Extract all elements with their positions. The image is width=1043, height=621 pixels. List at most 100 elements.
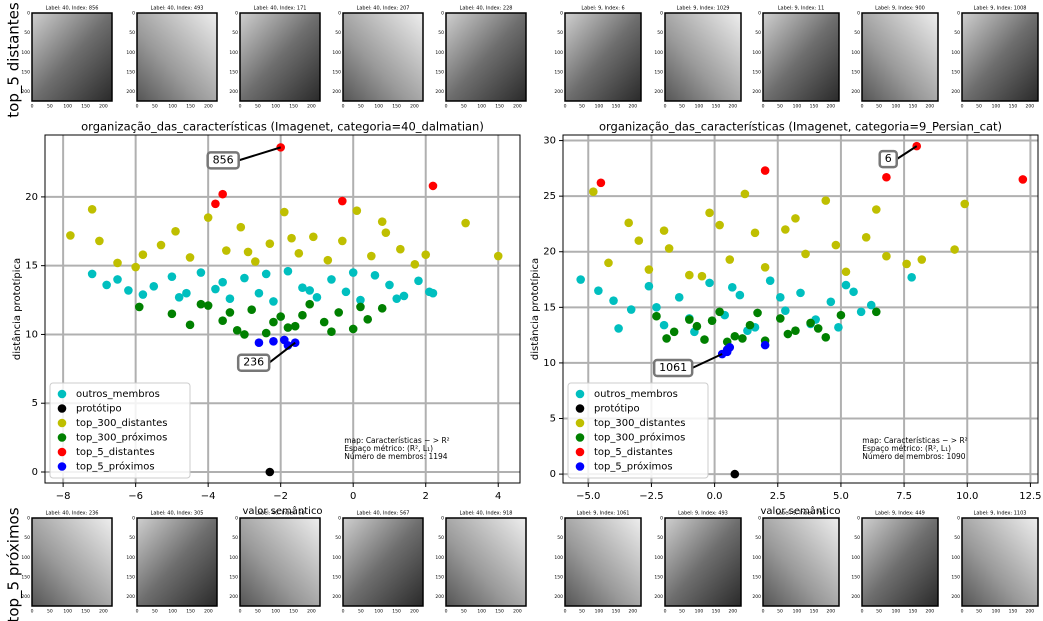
thumb-x-tick: 0 [564, 104, 567, 110]
thumb-y-tick: 50 [335, 535, 341, 541]
image-title: Label: 9, Index: 1029 [677, 6, 730, 12]
data-point [287, 234, 296, 243]
thumb-y-tick: 0 [235, 516, 238, 522]
thumb-y-tick: 200 [21, 594, 30, 600]
data-point [827, 297, 836, 306]
thumb-x-tick: 0 [664, 104, 667, 110]
data-point [414, 277, 423, 286]
thumb-x-tick: 100 [992, 104, 1001, 110]
data-point [576, 275, 585, 284]
annotation-arrow [692, 354, 722, 368]
thumb-y-tick: 50 [232, 30, 238, 36]
thumb-x-tick: 200 [1026, 609, 1035, 615]
thumb-x-tick: 0 [342, 609, 345, 615]
data-point [670, 327, 679, 336]
data-point [675, 293, 684, 302]
image-title: Label: 40, Index: 236 [46, 511, 99, 517]
data-point [233, 326, 242, 335]
data-point [342, 288, 351, 297]
thumb-y-tick: 100 [554, 555, 563, 561]
data-point [698, 272, 707, 281]
thumb-x-tick: 200 [1026, 104, 1035, 110]
data-point [660, 321, 669, 330]
data-point [255, 289, 264, 298]
thumb-x-tick: 100 [892, 104, 901, 110]
thumb-x-tick: 150 [289, 104, 298, 110]
data-point [801, 250, 810, 259]
data-point [842, 267, 851, 276]
data-point [736, 291, 745, 300]
data-point [385, 281, 394, 290]
data-point [382, 228, 391, 237]
thumbnail-image [565, 13, 641, 101]
thumb-x-tick: 150 [81, 609, 90, 615]
thumb-x-tick: 100 [695, 104, 704, 110]
data-point [262, 270, 271, 279]
thumb-y-tick: 50 [557, 535, 563, 541]
x-tick-label: −8 [56, 491, 71, 502]
thumb-y-tick: 50 [954, 535, 960, 541]
image-title: Label: 40, Index: 228 [460, 6, 513, 12]
thumb-y-tick: 150 [851, 69, 860, 75]
thumb-x-tick: 50 [777, 104, 783, 110]
thumb-y-tick: 0 [27, 11, 30, 17]
thumb-y-tick: 50 [438, 535, 444, 541]
thumb-y-tick: 150 [126, 574, 135, 580]
thumb-x-tick: 0 [564, 609, 567, 615]
thumb-y-tick: 150 [554, 69, 563, 75]
data-point [168, 272, 177, 281]
data-point [149, 282, 158, 291]
data-point [791, 214, 800, 223]
thumb-y-tick: 150 [554, 574, 563, 580]
thumb-x-tick: 50 [152, 609, 158, 615]
thumb-x-tick: 100 [374, 609, 383, 615]
data-point [338, 197, 347, 206]
chart-title: organização_das_características (Imagene… [599, 120, 1002, 134]
thumb-y-tick: 200 [654, 594, 663, 600]
figure: top_5 distantes top_5 próximos Label: 40… [0, 0, 1043, 621]
thumb-y-tick: 200 [332, 89, 341, 95]
thumb-x-tick: 0 [239, 104, 242, 110]
annotation-label: 236 [243, 356, 264, 369]
legend-label: top_5_distantes [594, 447, 673, 458]
thumb-x-tick: 150 [186, 609, 195, 615]
data-point [197, 300, 206, 309]
thumb-y-tick: 150 [21, 69, 30, 75]
legend-label: top_5_distantes [76, 447, 155, 458]
data-point [204, 301, 213, 310]
data-point [728, 283, 737, 292]
thumb-x-tick: 0 [961, 609, 964, 615]
data-point [218, 190, 227, 199]
thumb-x-tick: 100 [992, 609, 1001, 615]
y-tick-label: 20 [543, 247, 556, 258]
data-point [204, 213, 213, 222]
data-point [320, 318, 329, 327]
thumb-y-tick: 100 [435, 555, 444, 561]
data-point [665, 244, 674, 253]
thumb-x-tick: 0 [861, 609, 864, 615]
legend-label: outros_membros [76, 389, 160, 400]
data-point [411, 260, 420, 269]
thumb-x-tick: 0 [31, 609, 34, 615]
thumbnail-image [240, 518, 320, 606]
data-point [708, 316, 717, 325]
info-text: Número de membros: 1090 [862, 452, 966, 461]
thumb-y-tick: 50 [129, 535, 135, 541]
data-point [685, 271, 694, 280]
thumb-x-tick: 100 [374, 104, 383, 110]
legend-swatch [576, 433, 585, 442]
thumb-y-tick: 100 [332, 50, 341, 56]
y-tick-label: 0 [32, 467, 38, 478]
data-point [338, 237, 347, 246]
thumb-x-tick: 200 [307, 104, 316, 110]
data-point [660, 226, 669, 235]
image-title: Label: 40, Index: 207 [357, 6, 410, 12]
thumb-x-tick: 200 [410, 609, 419, 615]
thumb-x-tick: 0 [861, 104, 864, 110]
thumb-y-tick: 150 [21, 574, 30, 580]
image-title: Label: 9, Index: 900 [875, 6, 925, 12]
data-point [882, 252, 891, 261]
thumb-x-tick: 50 [461, 104, 467, 110]
data-point [738, 334, 747, 343]
thumb-x-tick: 200 [307, 609, 316, 615]
